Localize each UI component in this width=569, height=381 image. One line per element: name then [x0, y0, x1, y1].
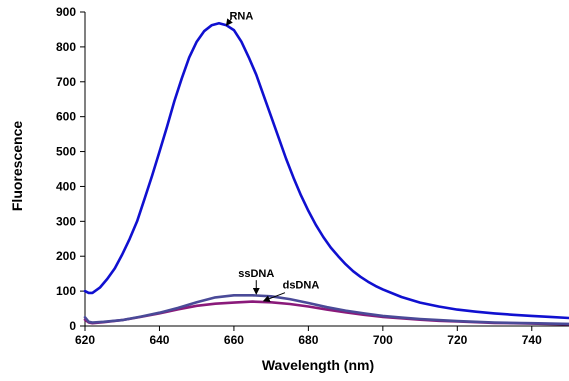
y-tick-label: 900 — [56, 5, 76, 19]
x-tick-label: 740 — [522, 333, 542, 347]
annotation-label-rna: RNA — [229, 11, 253, 23]
y-tick-label: 700 — [56, 75, 76, 89]
x-tick-label: 720 — [447, 333, 467, 347]
y-tick-label: 200 — [56, 249, 76, 263]
y-tick-label: 100 — [56, 284, 76, 298]
y-tick-label: 600 — [56, 110, 76, 124]
y-tick-label: 800 — [56, 40, 76, 54]
y-tick-label: 400 — [56, 179, 76, 193]
annotation-label-dsdna: dsDNA — [283, 280, 320, 292]
x-tick-label: 640 — [149, 333, 169, 347]
series-line-rna — [83, 21, 569, 320]
y-tick-label: 0 — [69, 319, 76, 333]
x-tick-label: 700 — [373, 333, 393, 347]
annotation-arrow-rna — [225, 18, 233, 27]
x-axis-title: Wavelength (nm) — [262, 357, 374, 373]
x-tick-label: 660 — [224, 333, 244, 347]
y-tick-label: 300 — [56, 214, 76, 228]
y-tick-label: 500 — [56, 145, 76, 159]
x-tick-label: 680 — [298, 333, 318, 347]
annotation-arrow-dsdna — [262, 292, 286, 302]
x-tick-label: 620 — [75, 333, 95, 347]
series-line-ssdna — [83, 294, 569, 326]
y-axis-title: Fluorescence — [9, 121, 25, 211]
annotation-label-ssdna: ssDNA — [238, 268, 274, 280]
